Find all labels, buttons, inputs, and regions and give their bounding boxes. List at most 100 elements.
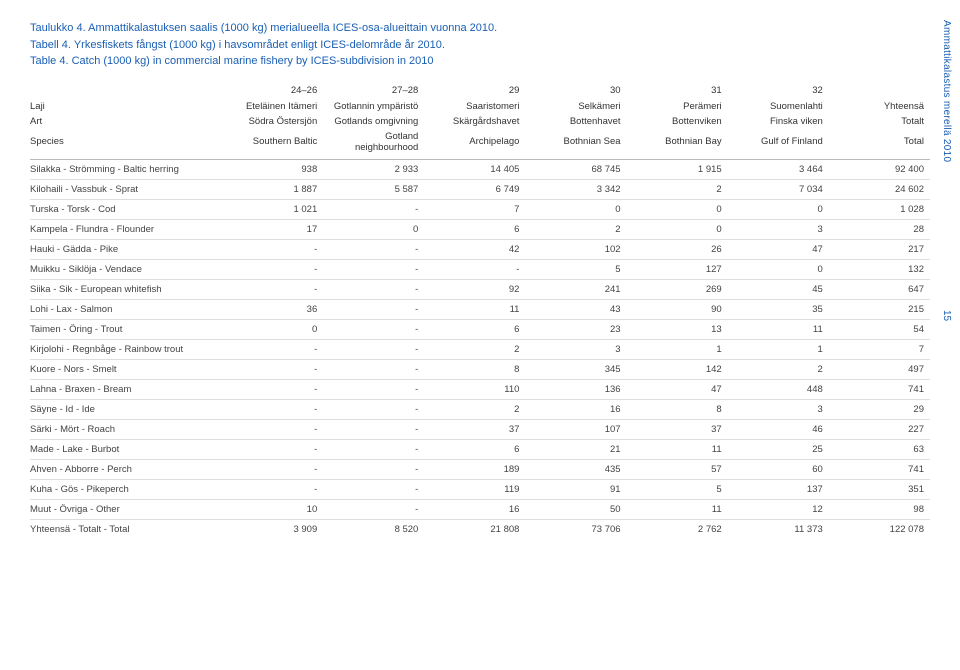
value-cell: 57: [627, 459, 728, 479]
title-text: Catch (1000 kg) in commercial marine fis…: [69, 55, 434, 67]
value-cell: -: [222, 399, 323, 419]
value-cell: 8: [424, 359, 525, 379]
value-cell: 26: [627, 239, 728, 259]
value-cell: 107: [525, 419, 626, 439]
value-cell: 2: [424, 399, 525, 419]
value-cell: 24 602: [829, 179, 930, 199]
value-cell: 11 373: [728, 519, 829, 539]
value-cell: 0: [627, 219, 728, 239]
value-cell: 435: [525, 459, 626, 479]
value-cell: -: [323, 479, 424, 499]
value-cell: 0: [525, 199, 626, 219]
header-cell: Species: [30, 129, 222, 160]
value-cell: 741: [829, 379, 930, 399]
value-cell: 6: [424, 319, 525, 339]
value-cell: 25: [728, 439, 829, 459]
header-cell: Bottenviken: [627, 114, 728, 129]
value-cell: 11: [627, 439, 728, 459]
col-num: 31: [627, 82, 728, 99]
value-cell: -: [323, 279, 424, 299]
value-cell: 21 808: [424, 519, 525, 539]
value-cell: 7: [424, 199, 525, 219]
table-row: Säyne - Id - Ide--2168329: [30, 399, 930, 419]
header-cell: Saaristomeri: [424, 99, 525, 114]
value-cell: 189: [424, 459, 525, 479]
value-cell: 2: [728, 359, 829, 379]
value-cell: 35: [728, 299, 829, 319]
table-row: Taimen - Öring - Trout0-623131154: [30, 319, 930, 339]
table-row: Ahven - Abborre - Perch--1894355760741: [30, 459, 930, 479]
value-cell: 241: [525, 279, 626, 299]
value-cell: 345: [525, 359, 626, 379]
value-cell: -: [323, 259, 424, 279]
title-prefix: Taulukko 4.: [30, 22, 86, 34]
value-cell: 217: [829, 239, 930, 259]
value-cell: 8: [627, 399, 728, 419]
row-label: Kuha - Gös - Pikeperch: [30, 479, 222, 499]
value-cell: 43: [525, 299, 626, 319]
value-cell: 1 028: [829, 199, 930, 219]
value-cell: 127: [627, 259, 728, 279]
value-cell: 3: [728, 399, 829, 419]
value-cell: 1: [728, 339, 829, 359]
value-cell: 132: [829, 259, 930, 279]
row-label: Taimen - Öring - Trout: [30, 319, 222, 339]
value-cell: 23: [525, 319, 626, 339]
title-sv: Tabell 4. Yrkesfiskets fångst (1000 kg) …: [30, 37, 930, 54]
table-row: Kirjolohi - Regnbåge - Rainbow trout--23…: [30, 339, 930, 359]
table-row: Siika - Sik - European whitefish--922412…: [30, 279, 930, 299]
value-cell: -: [323, 439, 424, 459]
value-cell: 0: [323, 219, 424, 239]
value-cell: -: [222, 459, 323, 479]
value-cell: 938: [222, 159, 323, 179]
header-cell: Gotland neighbourhood: [323, 129, 424, 160]
header-cell: Gotlands omgivning: [323, 114, 424, 129]
value-cell: 2 762: [627, 519, 728, 539]
value-cell: 54: [829, 319, 930, 339]
value-cell: -: [323, 499, 424, 519]
table-row: Hauki - Gädda - Pike--421022647217: [30, 239, 930, 259]
col-num: 29: [424, 82, 525, 99]
header-cell: Skärgårdshavet: [424, 114, 525, 129]
value-cell: 13: [627, 319, 728, 339]
value-cell: 227: [829, 419, 930, 439]
col-num: [829, 82, 930, 99]
value-cell: 0: [728, 199, 829, 219]
value-cell: 2 933: [323, 159, 424, 179]
table-row: Made - Lake - Burbot--621112563: [30, 439, 930, 459]
value-cell: 8 520: [323, 519, 424, 539]
value-cell: -: [222, 259, 323, 279]
row-label: Kuore - Nors - Smelt: [30, 359, 222, 379]
value-cell: -: [323, 379, 424, 399]
value-cell: 1 887: [222, 179, 323, 199]
header-cell: Bothnian Sea: [525, 129, 626, 160]
value-cell: 42: [424, 239, 525, 259]
value-cell: 10: [222, 499, 323, 519]
header-cell: Gulf of Finland: [728, 129, 829, 160]
value-cell: -: [323, 419, 424, 439]
row-label: Made - Lake - Burbot: [30, 439, 222, 459]
value-cell: -: [323, 299, 424, 319]
value-cell: 351: [829, 479, 930, 499]
col-num: [30, 82, 222, 99]
value-cell: 7: [829, 339, 930, 359]
row-label: Muikku - Siklöja - Vendace: [30, 259, 222, 279]
header-cell: Southern Baltic: [222, 129, 323, 160]
row-label: Turska - Torsk - Cod: [30, 199, 222, 219]
value-cell: -: [222, 479, 323, 499]
row-label: Lahna - Braxen - Bream: [30, 379, 222, 399]
value-cell: 68 745: [525, 159, 626, 179]
value-cell: -: [323, 239, 424, 259]
value-cell: -: [323, 339, 424, 359]
row-label: Särki - Mört - Roach: [30, 419, 222, 439]
value-cell: 7 034: [728, 179, 829, 199]
value-cell: 215: [829, 299, 930, 319]
value-cell: 45: [728, 279, 829, 299]
value-cell: -: [222, 419, 323, 439]
value-cell: 269: [627, 279, 728, 299]
value-cell: 50: [525, 499, 626, 519]
value-cell: 6: [424, 439, 525, 459]
value-cell: 497: [829, 359, 930, 379]
value-cell: 5 587: [323, 179, 424, 199]
value-cell: 60: [728, 459, 829, 479]
